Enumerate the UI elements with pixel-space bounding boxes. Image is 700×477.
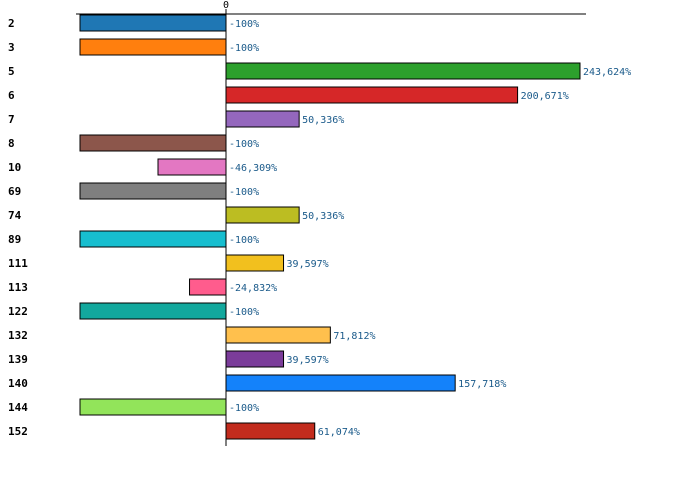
bar <box>79 134 227 152</box>
value-label: 50,336% <box>302 115 344 126</box>
value-label: -100% <box>229 403 259 414</box>
value-label: -24,832% <box>229 283 277 294</box>
value-label: 39,597% <box>287 259 329 270</box>
bar <box>189 278 227 296</box>
value-label: -100% <box>229 235 259 246</box>
value-label: -100% <box>229 43 259 54</box>
bar <box>225 374 456 392</box>
value-label: 50,336% <box>302 211 344 222</box>
bar <box>157 158 227 176</box>
value-label: -100% <box>229 139 259 150</box>
category-label: 122 <box>8 305 28 318</box>
category-label: 74 <box>8 209 22 222</box>
category-label: 8 <box>8 137 15 150</box>
value-label: 39,597% <box>287 355 329 366</box>
category-label: 69 <box>8 185 21 198</box>
bar <box>225 254 285 272</box>
labels-layer: 2 -100% 3 -100% 5 243,624% 6 200,671% 7 50,336% 8 -… <box>8 17 631 438</box>
bar <box>79 398 227 416</box>
value-label: -100% <box>229 19 259 30</box>
category-label: 144 <box>8 401 28 414</box>
category-label: 111 <box>8 257 28 270</box>
category-label: 7 <box>8 113 15 126</box>
value-label: 157,718% <box>458 379 506 390</box>
value-label: 200,671% <box>521 91 569 102</box>
category-label: 3 <box>8 41 15 54</box>
bar <box>79 38 227 56</box>
category-label: 140 <box>8 377 28 390</box>
value-label: 61,074% <box>318 427 360 438</box>
bars-layer <box>79 14 581 440</box>
category-label: 113 <box>8 281 28 294</box>
bar <box>225 62 581 80</box>
bar <box>79 230 227 248</box>
category-label: 6 <box>8 89 15 102</box>
category-label: 10 <box>8 161 21 174</box>
category-label: 5 <box>8 65 15 78</box>
bar <box>79 302 227 320</box>
category-label: 139 <box>8 353 28 366</box>
category-label: 89 <box>8 233 21 246</box>
value-label: -46,309% <box>229 163 277 174</box>
category-label: 2 <box>8 17 15 30</box>
value-label: 243,624% <box>583 67 631 78</box>
x-tick-label-zero: 0 <box>223 0 229 11</box>
value-label: 71,812% <box>333 331 375 342</box>
bar <box>79 182 227 200</box>
bar <box>225 350 285 368</box>
value-label: -100% <box>229 187 259 198</box>
bar <box>225 206 300 224</box>
category-label: 152 <box>8 425 28 438</box>
bar <box>225 110 300 128</box>
bar <box>225 86 519 104</box>
category-label: 132 <box>8 329 28 342</box>
bar <box>225 326 331 344</box>
bar <box>79 14 227 32</box>
bar <box>225 422 316 440</box>
value-label: -100% <box>229 307 259 318</box>
